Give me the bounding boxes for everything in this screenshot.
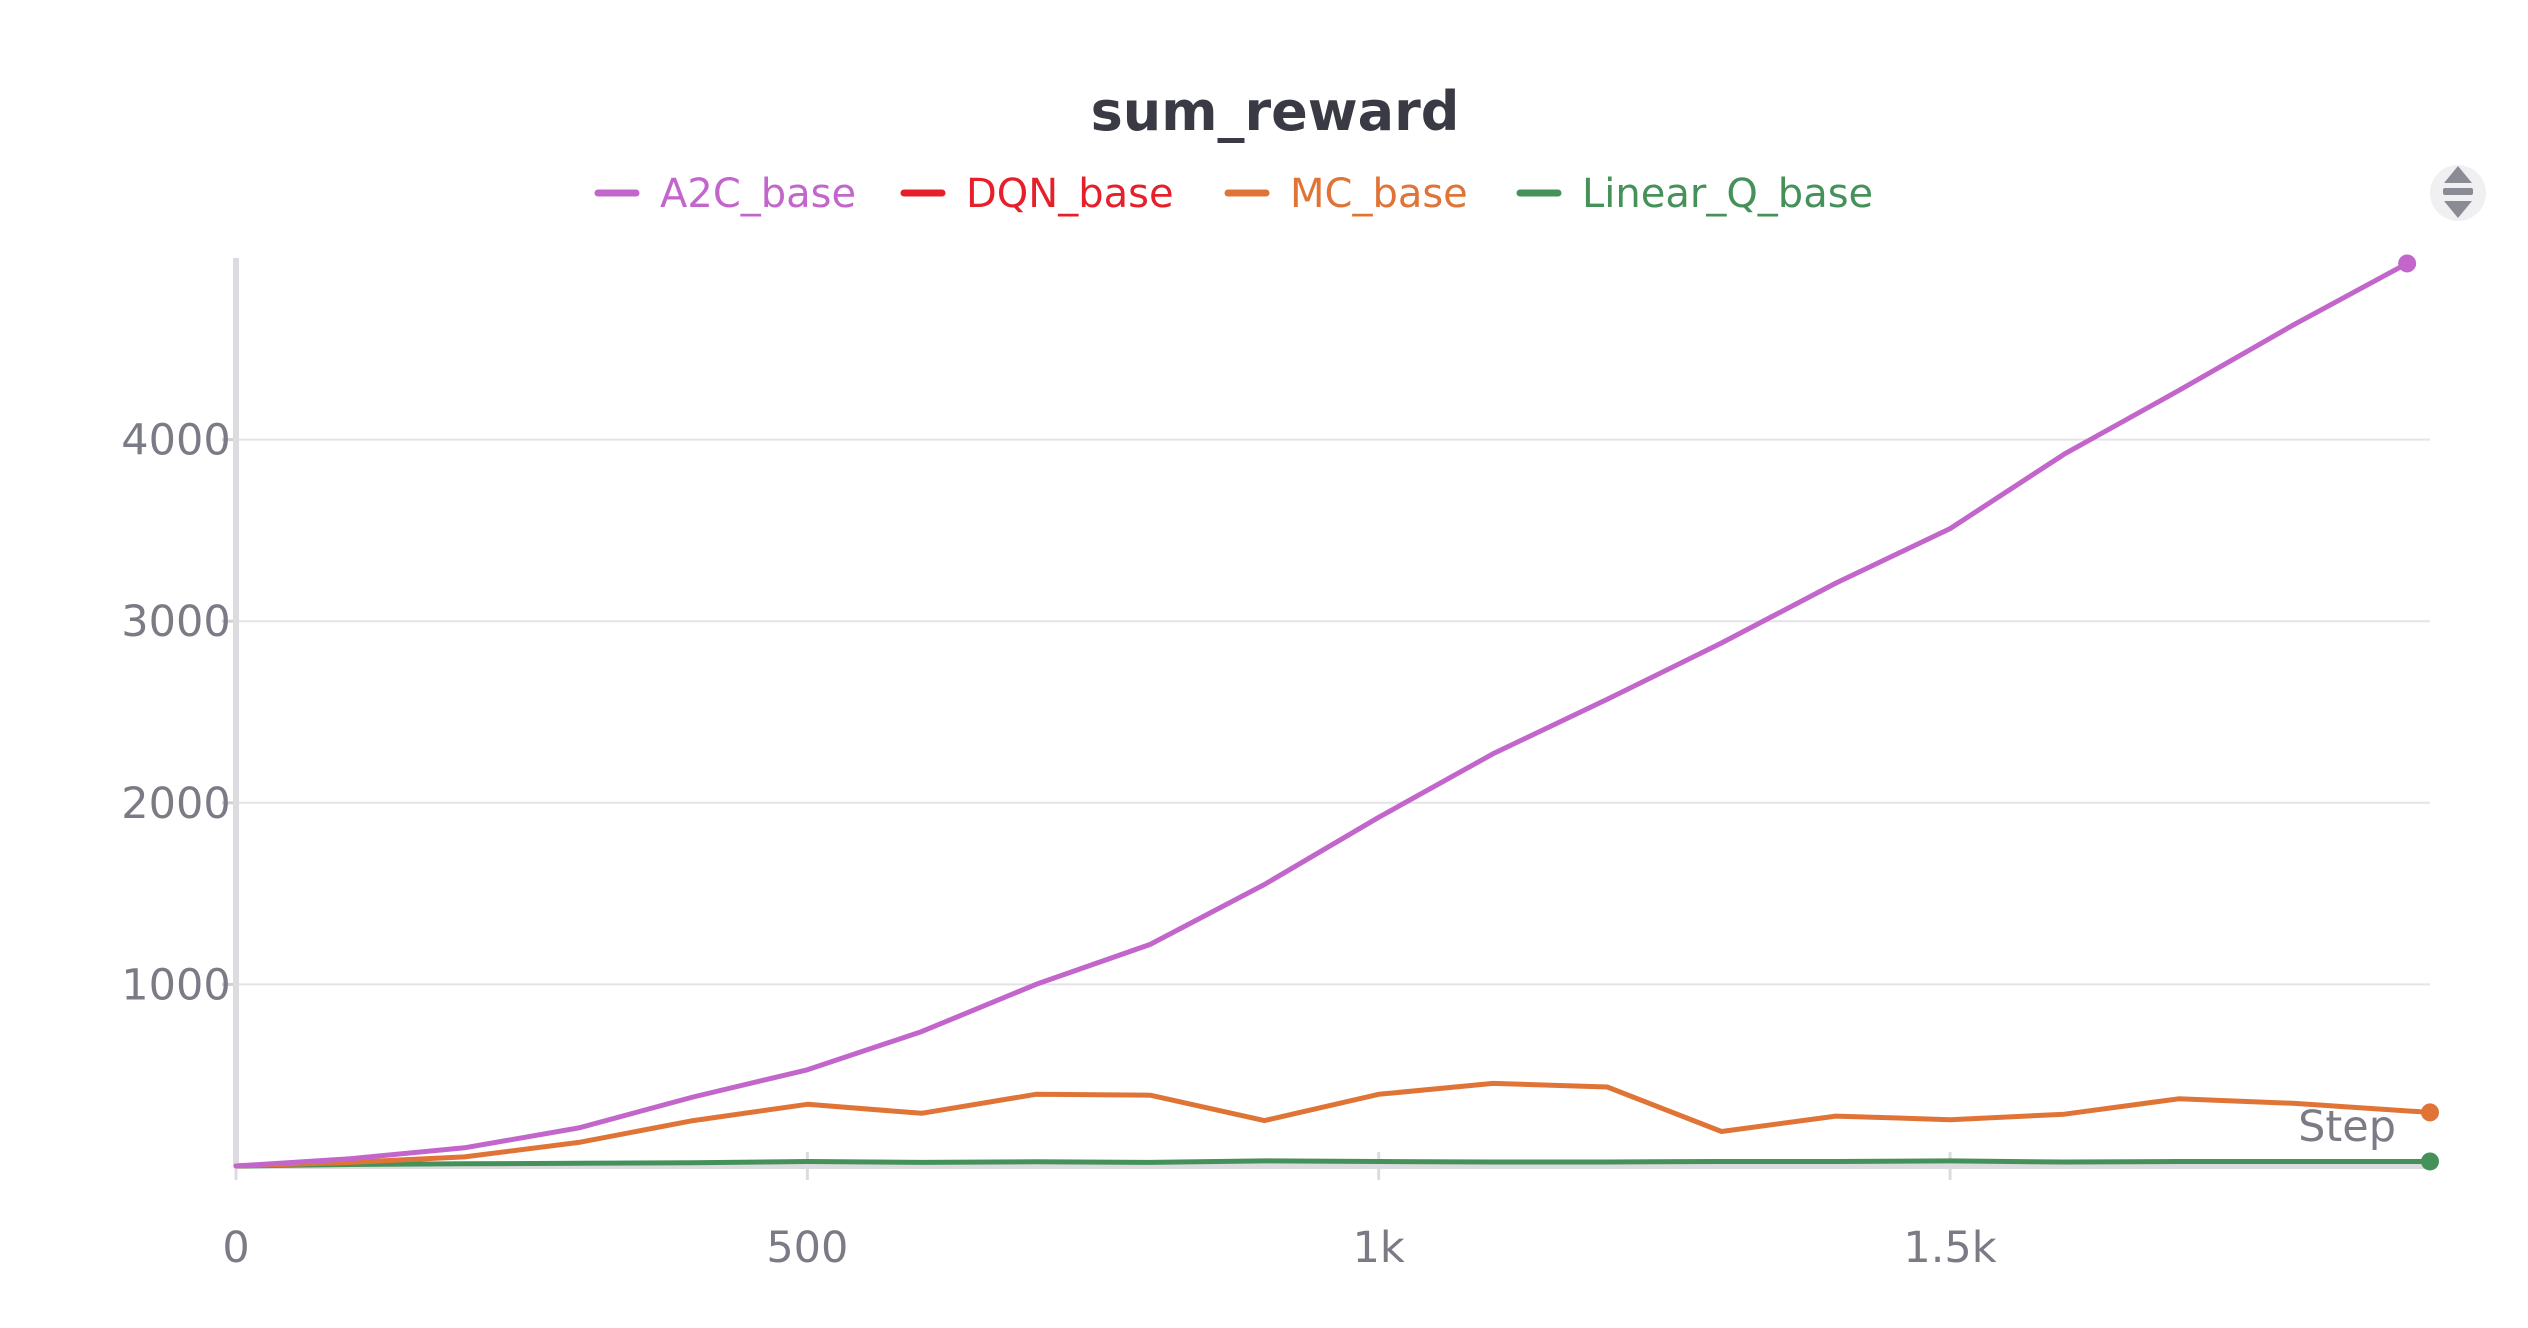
y-tick-label: 4000 [121, 416, 230, 466]
up-down-arrow-icon[interactable] [2430, 165, 2486, 221]
y-tick-label: 2000 [121, 779, 230, 829]
y-tick-label: 3000 [121, 597, 230, 647]
y-tick-label: 1000 [121, 960, 230, 1010]
legend-label: DQN_base [966, 171, 1174, 217]
legend-item[interactable]: Linear_Q_base [1516, 171, 1873, 217]
legend-label: A2C_base [660, 171, 856, 217]
series-end-point[interactable] [2421, 1152, 2439, 1171]
x-tick-label: 0 [222, 1223, 249, 1273]
legend-label: MC_base [1290, 171, 1468, 217]
series-line[interactable] [233, 1158, 2433, 1169]
series-end-point[interactable] [2398, 254, 2417, 273]
series-lines [233, 260, 2433, 1169]
series-line[interactable] [233, 260, 2410, 1169]
series-end-markers [2398, 254, 2439, 1171]
legend: A2C_base DQN_base MC_base Linear_Q_base [594, 171, 1873, 217]
legend-item[interactable]: DQN_base [900, 171, 1174, 217]
legend-label: Linear_Q_base [1582, 171, 1873, 217]
x-tick-label: 1k [1353, 1223, 1405, 1273]
x-axis-label: Step [2298, 1102, 2396, 1152]
x-tick-label: 500 [766, 1223, 848, 1273]
gridlines: 1000 2000 3000 4000 [121, 416, 2430, 1010]
series-line[interactable] [233, 1080, 2433, 1169]
legend-item[interactable]: MC_base [1224, 171, 1468, 217]
axes: 0 500 1k 1.5k [222, 258, 2430, 1273]
chart-title: sum_reward [1091, 80, 1460, 143]
x-tick-label: 1.5k [1903, 1223, 1996, 1273]
series-end-point[interactable] [2421, 1103, 2439, 1122]
legend-item[interactable]: A2C_base [594, 171, 856, 217]
